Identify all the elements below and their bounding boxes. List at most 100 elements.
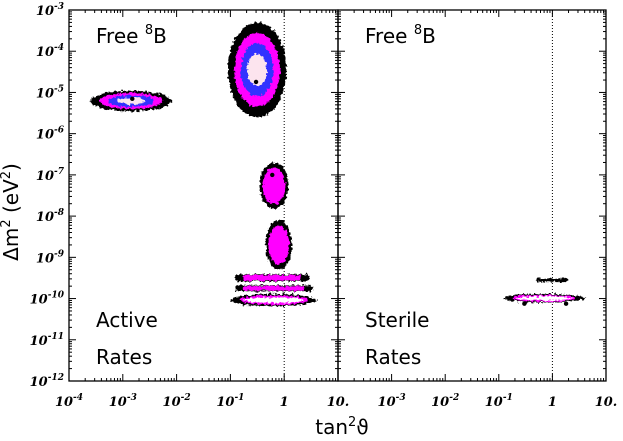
y-tick-label-exp: -12 [48, 373, 64, 383]
region-hole [515, 296, 573, 300]
x-axis-title-tail: ϑ [356, 415, 368, 439]
x-tick-label: 10-1 [216, 393, 244, 410]
y-tick-label: 10-5 [36, 84, 64, 101]
panel-label-line1: Sterile [365, 308, 429, 332]
panel-title-sup: 8 [414, 23, 422, 38]
best-fit-point [130, 96, 135, 102]
y-tick-label: 10-7 [36, 167, 65, 184]
y-tick-label-exp: -9 [54, 249, 65, 259]
allowed-region-2 [227, 22, 287, 118]
panel-label-line1-text: Active [96, 308, 158, 332]
best-fit-point [522, 301, 527, 306]
x-tick-label: 10-2 [431, 393, 459, 410]
y-tick-label-base: 10 [30, 334, 48, 349]
region-level [117, 97, 145, 105]
allowed-region-2 [503, 293, 585, 303]
panel-title-sup: 8 [145, 23, 153, 38]
y-tick-label-exp: -8 [54, 208, 65, 218]
region-level [262, 167, 286, 204]
y-tick-label: 10-11 [30, 332, 64, 349]
x-tick-label-exp: -1 [503, 393, 513, 403]
y-tick-label: 10-6 [36, 126, 65, 143]
x-tick-label-base: 10 [163, 395, 181, 410]
y-tick-label-base: 10 [36, 45, 54, 60]
panel-label-line2-text: Rates [365, 345, 421, 369]
x-tick-label: 10. [327, 395, 350, 410]
x-tick-label-base: 10 [216, 395, 234, 410]
region-level [268, 225, 290, 265]
x-tick-label: 10-1 [485, 393, 513, 410]
x-tick-label: 10-3 [378, 393, 406, 410]
x-tick-label: 10. [595, 395, 618, 410]
panel-title-prefix: Free [365, 24, 414, 48]
region-level [243, 285, 305, 291]
best-fit-point [563, 301, 569, 306]
x-tick-label-base: 1 [548, 395, 557, 410]
panel-frame [337, 9, 607, 382]
x-tick-label-exp: -1 [234, 393, 244, 403]
panel-2: Free 8B Sterile Rates [337, 9, 607, 382]
x-tick-label: 10-4 [55, 393, 83, 410]
x-tick-label-base: 10. [595, 395, 618, 410]
region-level [247, 53, 268, 86]
y-axis-title-tail: ) [0, 163, 23, 171]
allowed-region-3 [259, 162, 289, 209]
y-tick-label-exp: -6 [54, 126, 65, 136]
y-tick-label-exp: -5 [54, 84, 64, 94]
allowed-region-1 [90, 90, 172, 112]
y-tick-label-base: 10 [36, 86, 54, 101]
y-axis-title-sup: 2 [0, 219, 14, 227]
y-tick-label-exp: -7 [54, 167, 65, 177]
allowed-region-7 [230, 293, 317, 307]
x-tick-label-base: 10 [431, 395, 449, 410]
y-tick-label-exp: -11 [48, 332, 64, 342]
panel-title-tail: B [153, 24, 167, 48]
allowed-region-4 [265, 220, 293, 270]
allowed-region-1 [536, 278, 569, 283]
x-axis-title-sup: 2 [348, 415, 356, 430]
y-tick-label-base: 10 [30, 375, 48, 390]
x-tick-label-exp: -2 [449, 393, 459, 403]
panel-title-tail: B [422, 24, 436, 48]
region-level [242, 274, 302, 281]
region-level [536, 278, 569, 283]
best-fit-point [253, 79, 259, 85]
panel-label-line2: Rates [365, 345, 421, 369]
x-tick-label-exp: -3 [396, 393, 406, 403]
y-axis-title: Δm2 (eV2) [0, 163, 23, 261]
panel-label-line2-text: Rates [96, 345, 152, 369]
x-tick-label-base: 1 [280, 395, 289, 410]
panel-title: Free 8B [365, 23, 436, 48]
y-tick-label: 10-3 [36, 2, 64, 19]
x-tick-label-exp: -2 [181, 393, 191, 403]
panel-title: Free 8B [96, 23, 167, 48]
x-tick-label-exp: -3 [127, 393, 137, 403]
y-tick-label-base: 10 [36, 4, 54, 19]
y-axis-title-sup2: 2 [0, 171, 14, 179]
y-tick-label-base: 10 [36, 210, 54, 225]
allowed-region-5 [234, 274, 310, 282]
y-tick-label-exp: -3 [54, 2, 64, 12]
y-tick-label-exp: -4 [54, 43, 64, 53]
x-tick-label-base: 10 [485, 395, 503, 410]
y-tick-label: 10-12 [30, 373, 64, 390]
y-tick-label: 10-9 [36, 249, 65, 266]
panel-label-line1: Active [96, 308, 158, 332]
x-axis: 10-4 10-3 10-2 10-1 1 10. 10-3 10-2 10-1 1 10. [55, 393, 617, 410]
allowed-region-6 [234, 285, 314, 292]
x-tick-label-base: 10. [327, 395, 350, 410]
y-axis-title-prefix: Δm [0, 228, 23, 261]
best-fit-point [270, 172, 275, 178]
x-tick-label-exp: -4 [73, 393, 83, 403]
y-axis: 10-310-410-510-610-710-810-910-1010-1110… [30, 2, 65, 390]
y-tick-label-base: 10 [36, 169, 54, 184]
y-tick-label-base: 10 [36, 251, 54, 266]
y-tick-label-base: 10 [30, 293, 48, 308]
panel-title-prefix: Free [96, 24, 145, 48]
x-axis-title-base: tan [315, 415, 348, 439]
x-tick-label-base: 10 [378, 395, 396, 410]
panel-label-line1-text: Sterile [365, 308, 429, 332]
x-tick-label: 1 [548, 395, 557, 410]
y-axis-title-mid: (eV [0, 179, 23, 219]
